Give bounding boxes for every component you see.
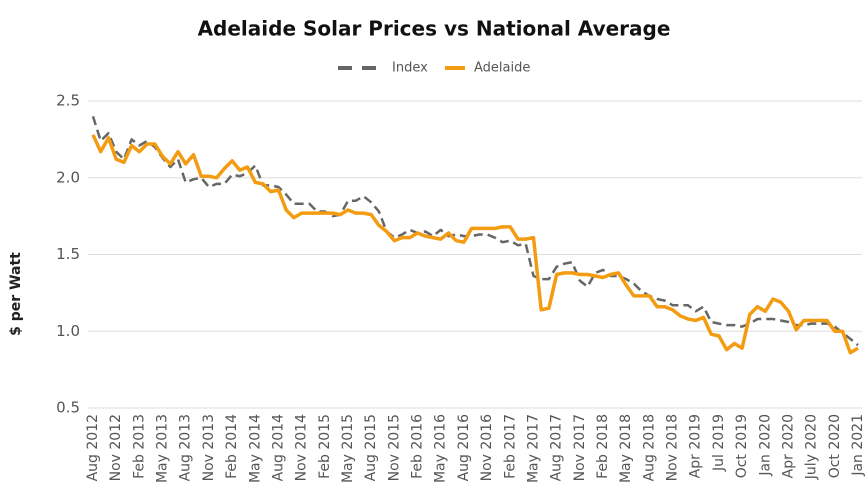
x-tick-label: Jan 2020 xyxy=(757,414,773,477)
y-tick-label: 2.5 xyxy=(56,92,80,110)
x-tick-label: Nov 2017 xyxy=(572,414,588,481)
x-tick-label: Jan 2021 xyxy=(850,414,866,477)
x-tick-label: May 2013 xyxy=(155,414,171,483)
x-tick-label: Feb 2013 xyxy=(131,414,147,479)
x-tick-label: July 2020 xyxy=(804,414,820,480)
chart-title: Adelaide Solar Prices vs National Averag… xyxy=(198,17,671,41)
x-tick-label: Aug 2017 xyxy=(549,414,565,481)
x-tick-label: May 2016 xyxy=(433,414,449,483)
x-tick-label: Aug 2015 xyxy=(363,414,379,481)
x-tick-label: Feb 2016 xyxy=(410,414,426,479)
x-tick-label: Aug 2014 xyxy=(270,414,286,482)
x-tick-label: Nov 2014 xyxy=(294,414,310,481)
x-tick-label: Aug 2016 xyxy=(456,414,472,482)
x-tick-label: Feb 2015 xyxy=(317,414,333,479)
x-tick-label: Nov 2013 xyxy=(201,414,217,481)
y-axis-label: $ per Watt xyxy=(8,252,24,336)
x-tick-label: Jul 2019 xyxy=(711,414,727,472)
y-tick-label: 2.0 xyxy=(56,168,80,186)
x-tick-label: Nov 2015 xyxy=(386,414,402,481)
x-tick-label: Nov 2016 xyxy=(479,414,495,481)
legend-label: Index xyxy=(392,61,428,76)
x-tick-label: Feb 2014 xyxy=(224,414,240,479)
x-tick-label: May 2018 xyxy=(618,414,634,483)
x-tick-label: Oct 2019 xyxy=(734,414,750,478)
x-tick-label: Nov 2012 xyxy=(108,414,124,481)
y-tick-label: 1.0 xyxy=(56,322,80,340)
y-tick-label: 0.5 xyxy=(56,399,80,417)
y-tick-label: 1.5 xyxy=(56,245,80,263)
x-tick-label: Nov 2018 xyxy=(665,414,681,481)
series-line xyxy=(91,134,859,355)
x-tick-label: Apr 2020 xyxy=(780,414,796,478)
x-tick-label: May 2015 xyxy=(340,414,356,483)
x-tick-label: Oct 2020 xyxy=(827,414,843,478)
x-tick-label: Feb 2018 xyxy=(595,414,611,479)
x-tick-label: Apr 2019 xyxy=(688,414,704,478)
x-tick-label: May 2017 xyxy=(525,414,541,483)
x-tick-label: May 2014 xyxy=(247,414,263,483)
x-tick-label: Aug 2013 xyxy=(178,414,194,481)
x-tick-label: Feb 2017 xyxy=(502,414,518,479)
x-tick-label: Aug 2012 xyxy=(85,414,101,481)
legend-label: Adelaide xyxy=(474,61,530,76)
series-line xyxy=(91,116,859,347)
x-tick-label: Aug 2018 xyxy=(641,414,657,481)
